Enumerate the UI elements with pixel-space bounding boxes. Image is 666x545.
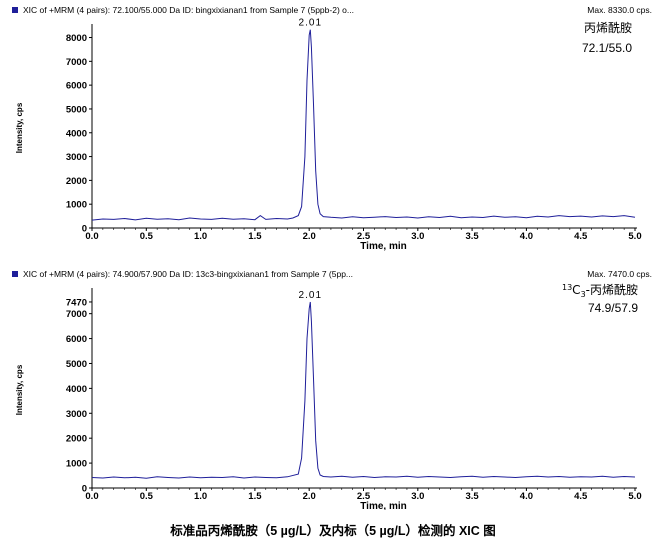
x-tick-label: 1.5 [248, 231, 262, 242]
x-tick-label: 1.0 [194, 491, 207, 502]
compound-name-label: 13C3-丙烯酰胺 [562, 283, 638, 299]
chart-plot-2: 0.0 0.5 1.0 1.5 2.0 2.5 3.0 3.5 4.0 4.5 5.0 0 1000 20… [15, 283, 642, 510]
chart-panel-2: XIC of +MRM (4 pairs): 74.900/57.900 Da … [0, 264, 666, 510]
y-tick-label: 4000 [66, 384, 87, 395]
y-tick-label: 5000 [66, 359, 87, 370]
x-tick-label: 3.5 [465, 491, 479, 502]
y-tick-label: 3000 [66, 409, 87, 420]
x-tick-label: 2.5 [357, 491, 371, 502]
y-tick-label: 6000 [66, 334, 87, 345]
peak-label: 2.01 [299, 290, 322, 301]
x-tick-label: 2.5 [357, 231, 371, 242]
y-tick-label: 8000 [66, 33, 87, 44]
y-tick-label: 2000 [66, 434, 87, 445]
carbon-symbol: C [572, 283, 580, 297]
y-tick-label: 7000 [66, 309, 87, 320]
x-tick-label: 4.5 [574, 231, 588, 242]
x-tick-label: 5.0 [628, 231, 641, 242]
y-axis-title: Intensity, cps [15, 364, 24, 415]
chart-header-right-1: Max. 8330.0 cps. [587, 5, 652, 15]
y-tick-label: 1000 [66, 459, 87, 470]
y-axis-title: Intensity, cps [15, 102, 24, 153]
transition-label: 74.9/57.9 [588, 301, 638, 315]
y-tick-label: 4000 [66, 128, 87, 139]
y-tick-label: 7000 [66, 57, 87, 68]
y-tick-label: 0 [82, 224, 87, 235]
x-tick-label: 2.0 [303, 231, 316, 242]
isotope-subscript: 3 [581, 290, 586, 299]
series-color-marker-1 [12, 7, 18, 13]
x-tick-label: 0.5 [140, 491, 154, 502]
chart-header-left-1: XIC of +MRM (4 pairs): 72.100/55.000 Da … [23, 5, 354, 15]
chromatogram-line [91, 29, 636, 221]
x-axis-title: Time, min [360, 501, 407, 510]
x-tick-label: 5.0 [628, 491, 641, 502]
chart-header-left-2: XIC of +MRM (4 pairs): 74.900/57.900 Da … [23, 269, 354, 279]
series-color-marker-2 [12, 271, 18, 277]
x-tick-label: 1.0 [194, 231, 207, 242]
x-tick-label: 1.5 [248, 491, 262, 502]
x-tick-label: 4.5 [574, 491, 588, 502]
y-tick-label: 0 [82, 484, 87, 495]
y-tick-label: 3000 [66, 152, 87, 163]
figure-caption: 标准品丙烯酰胺（5 µg/L）及内标（5 µg/L）检测的 XIC 图 [170, 524, 496, 538]
isotope-superscript: 13 [562, 283, 572, 292]
x-tick-label: 3.0 [411, 231, 424, 242]
chart-panel-1: XIC of +MRM (4 pairs): 72.100/55.000 Da … [0, 0, 666, 262]
chart-header-2: XIC of +MRM (4 pairs): 74.900/57.900 Da … [12, 268, 652, 280]
x-tick-label: 3.0 [411, 491, 424, 502]
x-tick-label: 4.0 [520, 231, 533, 242]
chart-header-1: XIC of +MRM (4 pairs): 72.100/55.000 Da … [12, 4, 652, 16]
chart-header-right-2: Max. 7470.0 cps. [587, 269, 652, 279]
chromatogram-line [91, 301, 636, 479]
x-tick-label: 4.0 [520, 491, 533, 502]
x-tick-label: 0.0 [85, 231, 98, 242]
y-tick-label: 1000 [66, 200, 87, 211]
x-tick-label: 3.5 [465, 231, 479, 242]
y-tick-label: 5000 [66, 104, 87, 115]
compound-name-text: -丙烯酰胺 [586, 283, 638, 297]
compound-name-label: 丙烯酰胺 [584, 21, 632, 35]
x-tick-label: 2.0 [303, 491, 316, 502]
transition-label: 72.1/55.0 [582, 41, 632, 55]
y-tick-label: 6000 [66, 81, 87, 92]
peak-label: 2.01 [299, 18, 322, 29]
y-tick-label: 7470 [66, 297, 87, 308]
x-tick-label: 0.0 [85, 491, 98, 502]
x-tick-label: 0.5 [140, 231, 154, 242]
y-tick-label: 2000 [66, 176, 87, 187]
x-axis-title: Time, min [360, 241, 407, 252]
chart-plot-1: 0.0 0.5 1.0 1.5 2.0 2.5 3.0 3.5 4.0 4.5 5.0 0 1000 20… [15, 18, 642, 252]
